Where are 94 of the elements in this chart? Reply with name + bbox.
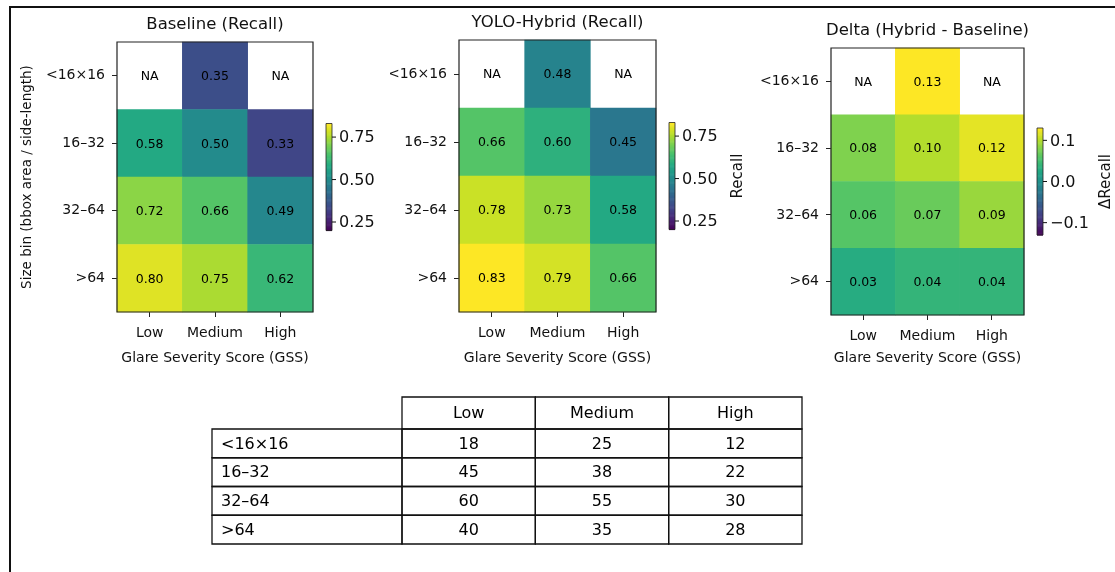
text: NA: [854, 73, 873, 89]
data-label: 45: [458, 462, 479, 482]
y-tick-label: 32–64: [404, 200, 448, 217]
color-bar-label: 0.25: [682, 211, 718, 231]
data-label: 18: [458, 433, 479, 453]
y-tick-label: <16×16: [221, 433, 289, 453]
data-label: 22: [725, 462, 746, 482]
y-tick-label: <16×16: [759, 72, 820, 89]
x-axis-title: Glare Severity Score (GSS): [463, 348, 652, 365]
x-tick-label: Low: [849, 327, 877, 344]
data-label: 0.60: [543, 134, 572, 150]
text: NA: [140, 68, 159, 83]
y-tick-label: 32–64: [221, 491, 270, 511]
data-label: 0.06: [849, 207, 878, 223]
data-label: 0.49: [266, 203, 295, 218]
x-axis-title: Glare Severity Score (GSS): [833, 348, 1022, 365]
data-label: 0.72: [135, 203, 164, 218]
color-bar-title: ΔRecall: [1095, 153, 1114, 210]
data-label: 0.73: [543, 202, 572, 218]
color-bar-label: 0.75: [682, 126, 718, 146]
y-tick-label: 16–32: [776, 138, 819, 155]
x-axis-title: Glare Severity Score (GSS): [121, 348, 309, 365]
x-tick-label: Medium: [529, 324, 586, 341]
data-label: 0.79: [543, 270, 572, 286]
chart-title: YOLO-Hybrid (Recall): [470, 12, 644, 32]
y-tick-label: <16×16: [387, 64, 448, 81]
y-tick-label: >64: [417, 268, 448, 285]
y-tick-label: >64: [789, 272, 820, 289]
data-label: 0.13: [913, 73, 942, 89]
y-tick-label: >64: [75, 268, 106, 285]
color-bar-label: 0.50: [682, 168, 718, 188]
x-tick-label: Medium: [899, 327, 956, 344]
data-label: 0.08: [849, 140, 878, 156]
y-tick-label: 32–64: [776, 205, 820, 222]
data-label: 0.66: [609, 270, 638, 286]
x-tick-label: Low: [452, 403, 485, 423]
data-label: 0.07: [913, 207, 942, 223]
data-label: 0.58: [135, 135, 164, 151]
data-label: 0.50: [201, 135, 229, 151]
color-bar-label: 0.50: [339, 169, 375, 189]
y-tick-label: 16–32: [221, 462, 270, 482]
data-label: 0.80: [135, 270, 164, 286]
color-bar-title: Recall: [727, 153, 746, 199]
data-label: 0.09: [977, 207, 1006, 223]
data-label: 38: [591, 462, 613, 482]
data-label: 0.35: [201, 68, 229, 83]
x-tick-label: High: [975, 327, 1008, 344]
data-label: 0.45: [609, 134, 638, 150]
data-label: 0.66: [477, 134, 506, 150]
y-tick-label: 32–64: [62, 201, 106, 218]
data-label: 0.66: [201, 203, 229, 218]
text: NA: [982, 73, 1001, 89]
y-axis-title: Size bin (bbox area / side-length): [18, 65, 35, 289]
data-label: 30: [725, 491, 746, 511]
data-label: 28: [725, 519, 746, 539]
x-tick-label: High: [264, 324, 297, 341]
text: NA: [482, 66, 501, 82]
data-label: 0.04: [977, 273, 1006, 289]
data-label: 60: [458, 491, 479, 511]
x-tick-label: High: [607, 324, 640, 341]
data-label: 0.78: [477, 202, 506, 218]
data-label: 40: [458, 519, 479, 539]
data-label: 0.58: [609, 202, 638, 218]
color-bar-label: 0.1: [1050, 130, 1076, 150]
chart-title: Delta (Hybrid - Baseline): [825, 20, 1030, 40]
x-tick-label: Medium: [187, 324, 243, 341]
data-label: 55: [591, 491, 613, 511]
x-tick-label: High: [716, 403, 754, 423]
data-label: 12: [725, 433, 746, 453]
data-label: 0.04: [913, 273, 942, 289]
data-label: 0.03: [849, 273, 878, 289]
y-tick-label: 16–32: [62, 133, 105, 150]
text: NA: [271, 68, 290, 83]
y-tick-label: 16–32: [404, 132, 447, 149]
data-label: 25: [591, 433, 613, 453]
x-tick-label: Medium: [570, 403, 634, 423]
data-label: 0.83: [477, 270, 506, 286]
data-label: 0.10: [913, 140, 942, 156]
color-bar-label: 0.25: [339, 212, 375, 232]
chart-title: Baseline (Recall): [146, 14, 284, 34]
x-tick-label: Low: [478, 324, 506, 341]
y-tick-label: >64: [221, 519, 255, 539]
x-tick-label: Low: [135, 324, 164, 341]
data-label: 0.48: [543, 66, 572, 82]
y-tick-label: <16×16: [45, 66, 106, 83]
color-bar-label: −0.1: [1050, 212, 1089, 232]
data-label: 35: [591, 519, 613, 539]
data-label: 0.62: [266, 270, 295, 286]
text: NA: [614, 66, 633, 82]
color-bar-label: 0.75: [339, 127, 375, 147]
color-bar-label: 0.0: [1050, 171, 1076, 191]
data-label: 0.12: [977, 140, 1006, 156]
data-label: 0.75: [201, 270, 229, 286]
data-label: 0.33: [266, 135, 295, 151]
